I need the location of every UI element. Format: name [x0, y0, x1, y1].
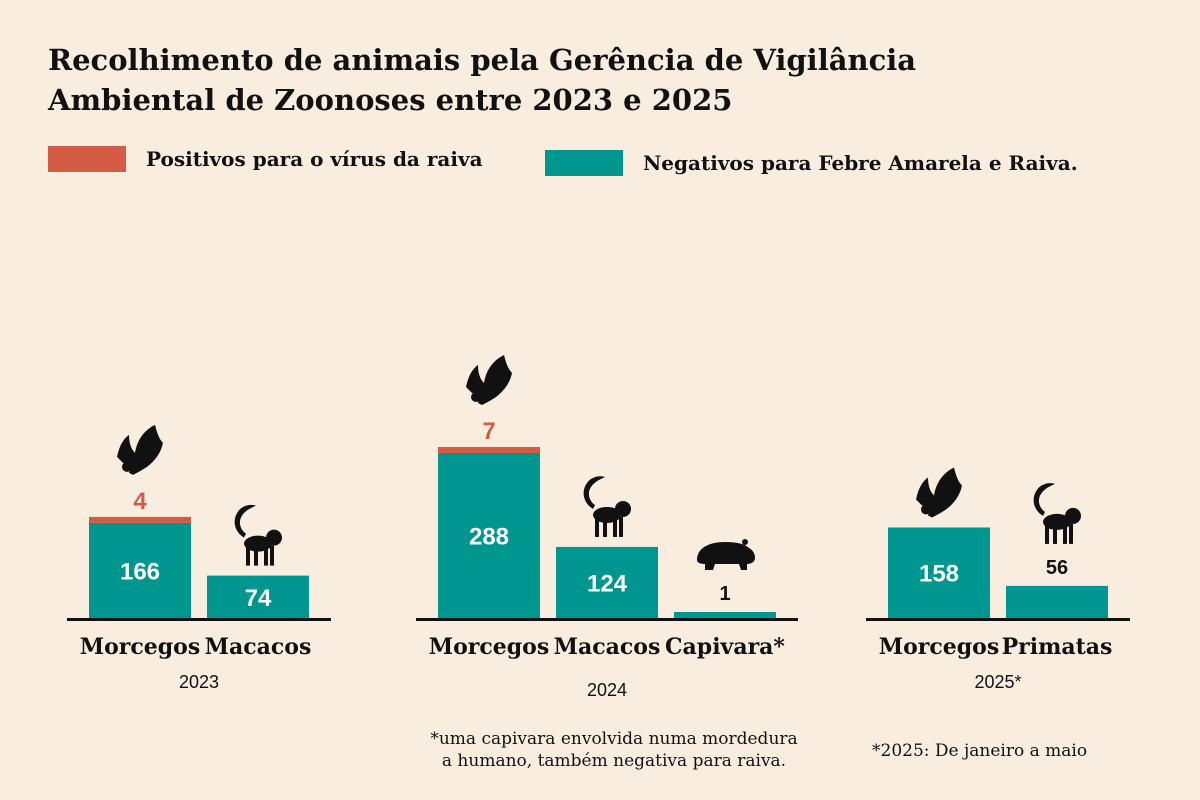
category-label-0-1: Macacos — [205, 634, 312, 660]
value-label-negative-1-1: 124 — [587, 570, 628, 597]
bar-negative-2-0 — [888, 527, 990, 618]
capybara-footnote-line-2: a humano, também negativa para raiva. — [441, 751, 787, 771]
chart-title-line-1: Recolhimento de animais pela Gerência de… — [48, 43, 917, 77]
monkey-icon — [1033, 483, 1081, 544]
legend-swatch-negative — [545, 150, 623, 176]
value-label-negative-2-0: 158 — [919, 561, 959, 588]
category-label-1-2: Capivara* — [665, 634, 785, 660]
value-label-negative-1-2: 1 — [719, 583, 730, 605]
legend-label-negative: Negativos para Febre Amarela e Raiva. — [643, 151, 1078, 175]
bar-negative-1-1 — [556, 546, 658, 618]
year-label-0: 2023 — [179, 672, 219, 692]
bat-icon — [117, 424, 163, 475]
value-label-negative-0-0: 166 — [120, 558, 160, 585]
category-label-1-0: Morcegos — [429, 634, 549, 660]
category-label-1-1: Macacos — [554, 634, 661, 660]
category-label-0-0: Morcegos — [80, 634, 200, 660]
capybara-footnote-line-1: *uma capivara envolvida numa mordedura — [430, 729, 798, 749]
monkey-icon — [583, 476, 631, 537]
bar-positive-0-0 — [89, 516, 191, 523]
bar-negative-1-0 — [438, 452, 540, 618]
bar-positive-1-0 — [438, 446, 540, 453]
bar-negative-0-0 — [89, 522, 191, 618]
value-label-negative-1-0: 288 — [469, 523, 509, 550]
chart-title-line-2: Ambiental de Zoonoses entre 2023 e 2025 — [48, 83, 733, 117]
year-label-1: 2024 — [587, 680, 627, 700]
bar-negative-1-2 — [674, 612, 776, 618]
legend-item-positive: Positivos para o vírus da raiva — [48, 146, 483, 172]
capybara-icon — [697, 539, 755, 570]
value-label-positive-0-0: 4 — [133, 488, 147, 515]
bat-icon — [916, 467, 962, 518]
value-label-negative-2-1: 56 — [1046, 557, 1068, 579]
footnote-2025: *2025: De janeiro a maio — [872, 741, 1088, 761]
bar-negative-2-1 — [1006, 585, 1108, 618]
category-label-2-0: Morcegos — [879, 634, 999, 660]
chart-title: Recolhimento de animais pela Gerência de… — [48, 40, 1048, 120]
bar-negative-0-1 — [207, 575, 309, 618]
value-label-negative-0-1: 74 — [245, 585, 272, 612]
legend-label-positive: Positivos para o vírus da raiva — [146, 147, 483, 171]
category-label-2-1: Primatas — [1002, 634, 1113, 660]
value-label-positive-1-0: 7 — [482, 418, 495, 445]
monkey-icon — [234, 504, 282, 566]
capybara-footnote: *uma capivara envolvida numa mordedura a… — [380, 728, 848, 772]
year-label-2: 2025* — [974, 672, 1021, 692]
legend-item-negative: Negativos para Febre Amarela e Raiva. — [545, 150, 1078, 176]
legend-swatch-positive — [48, 146, 126, 172]
bat-icon — [466, 354, 512, 405]
